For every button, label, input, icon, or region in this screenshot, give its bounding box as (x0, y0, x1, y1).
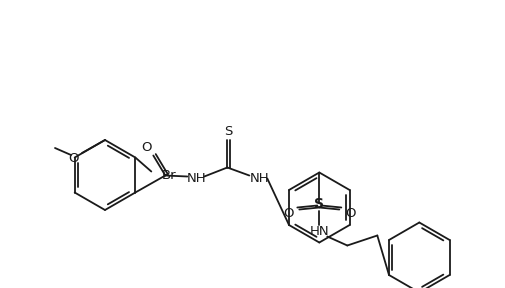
Text: O: O (141, 141, 152, 154)
Text: Br: Br (161, 169, 176, 182)
Text: S: S (224, 125, 232, 138)
Text: NH: NH (249, 172, 269, 185)
Text: O: O (282, 207, 293, 220)
Text: HN: HN (309, 225, 328, 238)
Text: O: O (69, 151, 79, 164)
Text: O: O (344, 207, 355, 220)
Text: NH: NH (186, 172, 206, 185)
Text: S: S (314, 196, 324, 211)
